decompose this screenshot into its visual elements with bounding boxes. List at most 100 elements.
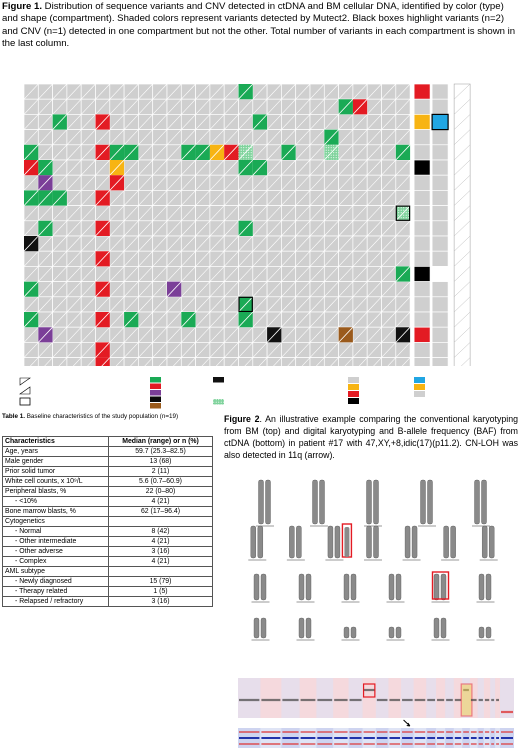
cell-diagonal xyxy=(273,357,282,366)
cell-diagonal xyxy=(366,235,382,252)
cell-diagonal xyxy=(80,311,96,328)
cell-diagonal xyxy=(281,220,296,237)
mutation-cellular-triangle xyxy=(95,281,110,297)
mutation-ctdna-triangle xyxy=(324,129,339,145)
cell-diagonal xyxy=(266,114,282,130)
cell-diagonal xyxy=(181,174,196,191)
cell-diagonal xyxy=(281,83,296,100)
grid-cell xyxy=(338,357,354,366)
karyogram-image xyxy=(224,472,518,670)
chromosome-21-copy xyxy=(343,626,350,639)
cell-diagonal xyxy=(158,357,168,366)
cell-diagonal xyxy=(295,220,311,237)
cell-diagonal xyxy=(338,83,354,100)
cell-diagonal xyxy=(80,326,96,343)
cell-diagonal xyxy=(38,266,53,282)
cnv-cell xyxy=(431,205,449,222)
cell-diagonal xyxy=(209,281,225,298)
mutation-diagonal xyxy=(109,159,125,176)
chromosome-6-copy xyxy=(257,525,263,559)
cell-diagonal xyxy=(266,83,282,100)
count-diagonal xyxy=(453,99,471,115)
mutation-diagonal xyxy=(109,144,125,161)
cell-diagonal xyxy=(195,83,211,100)
cell-diagonal xyxy=(324,174,339,191)
cell-diagonal xyxy=(166,174,182,191)
cell-diagonal xyxy=(152,98,168,115)
cell-diagonal xyxy=(38,83,53,100)
table-cell-characteristic: - Normal xyxy=(1,526,110,537)
cell-diagonal xyxy=(281,159,296,176)
mutation-diagonal xyxy=(95,220,111,237)
legend-k_adverse-swatch xyxy=(348,391,359,397)
mutation-diagonal xyxy=(281,144,296,161)
cell-diagonal xyxy=(281,311,296,328)
table-header-row: Characteristics Median (range) or n (%) xyxy=(1,436,213,447)
figure2-text: . An illustrative example comparing the … xyxy=(224,414,519,460)
cell-diagonal xyxy=(295,266,311,282)
cell-diagonal xyxy=(80,342,96,358)
cnv-cell xyxy=(431,296,449,313)
cell-diagonal xyxy=(281,342,296,358)
cell-diagonal xyxy=(223,235,239,252)
grid-cell xyxy=(152,357,168,366)
table-cell-value: 8 (42) xyxy=(108,526,213,537)
cell-diagonal xyxy=(258,357,268,366)
cell-diagonal xyxy=(209,205,225,222)
chromosome-Y-copy xyxy=(485,626,492,639)
cell-diagonal xyxy=(338,144,354,161)
cell-diagonal xyxy=(295,296,311,313)
cell-diagonal xyxy=(195,296,211,313)
legend-c_normal-swatch xyxy=(414,391,425,397)
cell-diagonal xyxy=(166,326,182,343)
cell-diagonal xyxy=(395,235,411,252)
cell-diagonal xyxy=(209,326,225,343)
cell-diagonal xyxy=(230,357,239,366)
mutation-diagonal xyxy=(166,281,182,298)
cell-diagonal xyxy=(166,266,182,282)
cell-diagonal xyxy=(80,83,96,100)
cell-diagonal xyxy=(252,98,268,115)
cell-diagonal xyxy=(352,205,368,222)
cell-diagonal xyxy=(244,357,254,366)
cell-diagonal xyxy=(152,326,168,343)
cell-diagonal xyxy=(381,83,397,100)
chromosome-19-copy xyxy=(253,617,260,639)
grid-cell xyxy=(309,357,325,366)
chromosome-3-copy xyxy=(366,479,372,525)
cell-diagonal xyxy=(215,357,225,366)
cell-diagonal xyxy=(266,250,282,267)
cell-diagonal xyxy=(295,190,311,206)
cell-diagonal xyxy=(352,326,368,343)
cell-diagonal xyxy=(66,205,82,222)
mutation-diagonal xyxy=(38,159,53,176)
cell-diagonal xyxy=(80,190,96,206)
cell-diagonal xyxy=(338,266,354,282)
cell-diagonal xyxy=(324,342,339,358)
legend-k_complex-swatch xyxy=(348,398,359,404)
chrom-band xyxy=(477,678,484,718)
cell-diagonal xyxy=(152,311,168,328)
chromosome-10-copy xyxy=(404,525,411,559)
cell-diagonal xyxy=(66,114,82,130)
cell-diagonal xyxy=(130,357,139,366)
cell-diagonal xyxy=(381,114,397,130)
karyotype-cell xyxy=(413,220,431,237)
figure2-caption: Figure 2. An illustrative example compar… xyxy=(224,413,518,461)
grid-cell xyxy=(223,357,239,366)
mutation-diagonal xyxy=(238,144,254,161)
cell-diagonal xyxy=(172,357,182,366)
grid-cell xyxy=(195,357,211,366)
cell-diagonal xyxy=(138,235,153,252)
cell-diagonal xyxy=(80,235,96,252)
cell-diagonal xyxy=(381,296,397,313)
cell-diagonal xyxy=(144,357,153,366)
chromosome-18-copy xyxy=(478,573,485,601)
legend-mutect-swatch xyxy=(213,399,224,405)
legend-missense-swatch xyxy=(150,377,161,383)
karyotype-cell xyxy=(413,129,431,146)
cell-diagonal xyxy=(123,174,139,191)
cell-diagonal xyxy=(152,235,168,252)
legend-cellular-shape xyxy=(19,386,31,395)
mutation-diagonal xyxy=(109,174,125,191)
